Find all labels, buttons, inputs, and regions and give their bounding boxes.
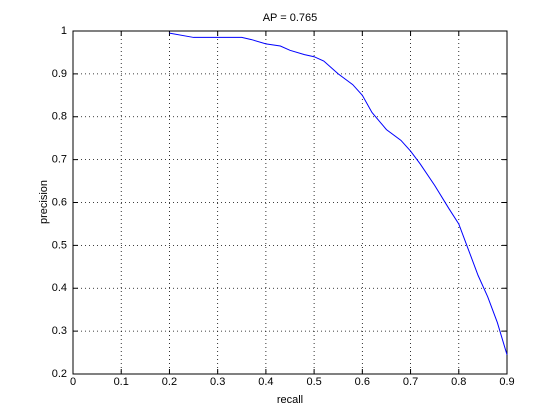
y-tick-label: 0.8 <box>52 111 67 123</box>
x-tick-label: 0.5 <box>306 376 321 388</box>
y-tick-label: 0.7 <box>52 154 67 166</box>
pr-curve <box>169 32 508 355</box>
chart-title: AP = 0.765 <box>263 12 318 24</box>
x-tick-label: 0.9 <box>499 376 514 388</box>
y-tick-label: 0.5 <box>52 239 67 251</box>
x-axis-label: recall <box>277 394 303 406</box>
x-tick-label: 0.1 <box>114 376 129 388</box>
y-tick-label: 0.2 <box>52 368 67 380</box>
x-tick-label: 0.3 <box>210 376 225 388</box>
plot-frame <box>72 30 508 375</box>
y-tick-label: 0.4 <box>52 282 67 294</box>
x-tick-label: 0.7 <box>403 376 418 388</box>
x-tick-label: 0 <box>70 376 76 388</box>
x-tick-label: 0.4 <box>258 376 273 388</box>
y-tick-label: 1 <box>61 25 67 37</box>
x-tick-label: 0.2 <box>162 376 177 388</box>
x-tick-label: 0.6 <box>355 376 370 388</box>
y-tick-label: 0.3 <box>52 325 67 337</box>
y-tick-label: 0.6 <box>52 196 67 208</box>
x-tick-label: 0.8 <box>451 376 466 388</box>
y-axis-label: precision <box>38 180 50 224</box>
y-tick-label: 0.9 <box>52 68 67 80</box>
